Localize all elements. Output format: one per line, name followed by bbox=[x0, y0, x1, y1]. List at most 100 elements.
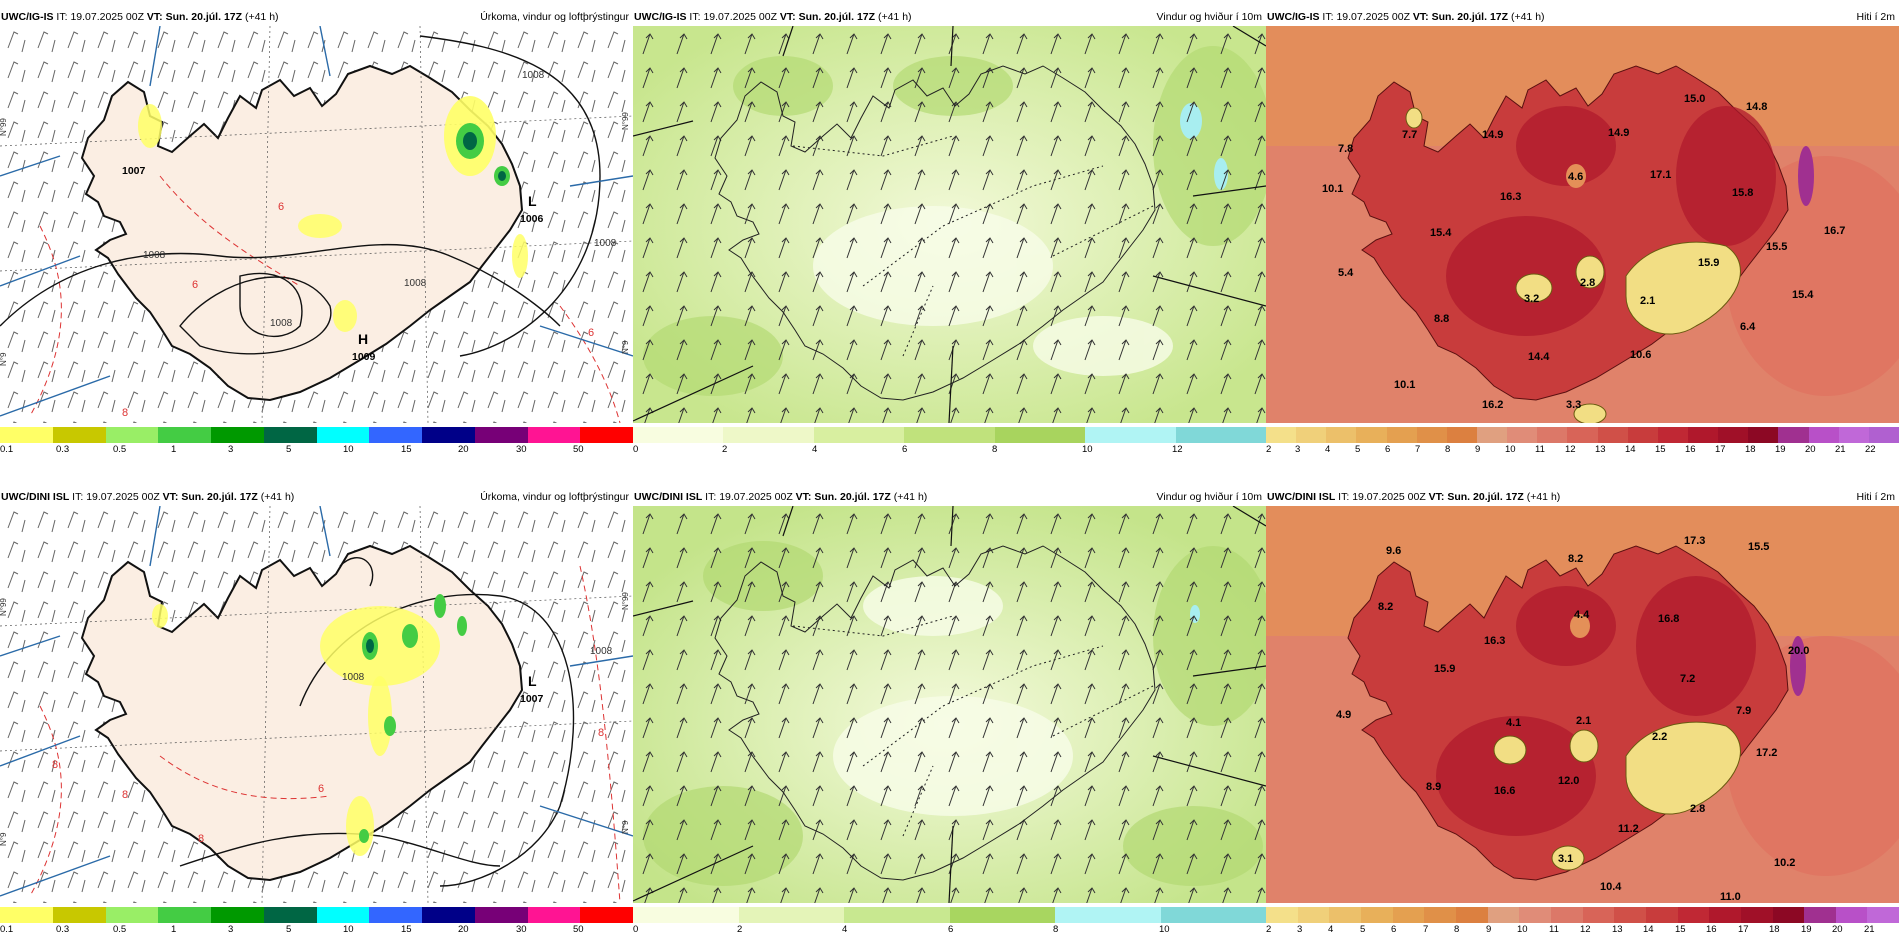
colorbar-swatch bbox=[1645, 907, 1678, 923]
colorbar-label: 10 bbox=[343, 444, 354, 455]
colorbar-swatch bbox=[738, 907, 844, 923]
isobar-label: 1008 bbox=[342, 672, 365, 683]
colorbar-swatch bbox=[527, 427, 581, 443]
vt-label: VT: bbox=[1412, 11, 1429, 23]
colorbar-swatch bbox=[1416, 427, 1447, 443]
colorbar-label: 12 bbox=[1172, 444, 1183, 455]
panel-title: Hiti í 2m bbox=[1856, 11, 1895, 23]
temperature-label: 12.0 bbox=[1558, 775, 1579, 787]
colorbar-label: 16 bbox=[1706, 924, 1717, 935]
temperature-label: 4.4 bbox=[1574, 609, 1590, 621]
init-time: 19.07.2025 00Z bbox=[1336, 11, 1410, 23]
model-name: UWC/IG-IS bbox=[1267, 11, 1320, 23]
temperature-label: 10.2 bbox=[1774, 857, 1795, 869]
colorbar-swatch bbox=[1266, 427, 1297, 443]
colorbar-swatch bbox=[1597, 427, 1628, 443]
temperature-label: 15.5 bbox=[1766, 241, 1787, 253]
colorbar-swatch bbox=[1386, 427, 1417, 443]
colorbar-label: 5 bbox=[1360, 924, 1366, 935]
lat-label: N°9 bbox=[0, 352, 8, 366]
panel-header: UWC/DINI ISL IT: 19.07.2025 00Z VT: Sun.… bbox=[0, 489, 633, 505]
vt-label: VT: bbox=[146, 11, 163, 23]
temperature-colorbar bbox=[1266, 907, 1900, 923]
isotherm-label: 8 bbox=[122, 407, 128, 419]
temperature-colorbar-labels: 2 3 4 5 6 7 8 9 10 11 12 13 14 15 16 17 … bbox=[1266, 924, 1899, 936]
model-name: UWC/DINI ISL bbox=[1267, 491, 1336, 503]
colorbar-swatch bbox=[369, 907, 422, 923]
colorbar-label: 6 bbox=[948, 924, 954, 935]
colorbar-swatch bbox=[1055, 907, 1161, 923]
temperature-label: 8.8 bbox=[1434, 313, 1449, 325]
valid-time: Sun. 20.júl. 17Z bbox=[1431, 11, 1509, 23]
colorbar-label: 4 bbox=[842, 924, 848, 935]
colorbar-swatch bbox=[1392, 907, 1425, 923]
colorbar-swatch bbox=[1356, 427, 1387, 443]
colorbar-label: 0.3 bbox=[56, 924, 70, 935]
colorbar-label: 18 bbox=[1745, 444, 1756, 455]
colorbar-swatch bbox=[1297, 907, 1330, 923]
wind-map-canvas bbox=[633, 506, 1266, 903]
precip-map-canvas: L 1007 1008 1008 8 8 8 6 8 N°99 N°99 N°9… bbox=[0, 506, 633, 903]
colorbar-swatch bbox=[422, 907, 475, 923]
colorbar-swatch bbox=[1657, 427, 1688, 443]
lat-label: N°99 bbox=[0, 118, 8, 136]
valid-time: Sun. 20.júl. 17Z bbox=[814, 491, 891, 503]
wind-map-canvas bbox=[633, 26, 1266, 423]
precip-map: L 1006 H 1009 1007 1008 1008 1008 1008 1… bbox=[0, 26, 633, 423]
panel-header: UWC/IG-IS IT: 19.07.2025 00Z VT: Sun. 20… bbox=[633, 9, 1266, 25]
temperature-label: 17.2 bbox=[1756, 747, 1777, 759]
colorbar-label: 21 bbox=[1864, 924, 1875, 935]
colorbar-label: 0.1 bbox=[0, 444, 14, 455]
panel-precip-dini: UWC/DINI ISL IT: 19.07.2025 00Z VT: Sun.… bbox=[0, 489, 633, 949]
init-time: 19.07.2025 00Z bbox=[703, 11, 777, 23]
colorbar-swatch bbox=[1519, 907, 1551, 923]
wind-colorbar-labels: 0 2 4 6 8 10 bbox=[633, 924, 1266, 936]
colorbar-label: 2 bbox=[737, 924, 743, 935]
it-label: IT: bbox=[689, 11, 701, 23]
colorbar-swatch bbox=[1296, 427, 1327, 443]
colorbar-label: 10 bbox=[1082, 444, 1093, 455]
panel-title: Hiti í 2m bbox=[1856, 491, 1895, 503]
lead-time: (+41 h) bbox=[244, 11, 279, 23]
isotherm-label: 8 bbox=[598, 727, 604, 739]
temperature-label: 3.2 bbox=[1524, 293, 1539, 305]
colorbar-swatch bbox=[0, 427, 53, 443]
second-low-value: 1007 bbox=[122, 165, 146, 177]
temperature-label: 2.1 bbox=[1576, 715, 1591, 727]
temperature-label: 14.9 bbox=[1608, 127, 1629, 139]
colorbar-label: 4 bbox=[812, 444, 818, 455]
valid-time: Sun. 20.júl. 17Z bbox=[1447, 491, 1524, 503]
colorbar-label: 12 bbox=[1580, 924, 1591, 935]
wind-colorbar-labels: 0 2 4 6 8 10 12 bbox=[633, 444, 1266, 456]
colorbar-swatch bbox=[1266, 907, 1298, 923]
colorbar-swatch bbox=[1740, 907, 1773, 923]
temperature-label: 2.8 bbox=[1580, 277, 1595, 289]
lat-label: N°9 bbox=[0, 832, 8, 846]
colorbar-swatch bbox=[1867, 907, 1900, 923]
colorbar-swatch bbox=[158, 907, 211, 923]
colorbar-swatch bbox=[1772, 907, 1805, 923]
precip-colorbar-labels: 0.1 0.3 0.5 1 3 5 10 15 20 30 50 bbox=[0, 924, 633, 936]
isotherm-label: 6 bbox=[192, 279, 198, 291]
model-name: UWC/IG-IS bbox=[634, 11, 687, 23]
colorbar-label: 6 bbox=[902, 444, 908, 455]
colorbar-label: 8 bbox=[1454, 924, 1460, 935]
colorbar-label: 7 bbox=[1415, 444, 1421, 455]
colorbar-swatch bbox=[1627, 427, 1658, 443]
temperature-label: 10.1 bbox=[1394, 379, 1415, 391]
colorbar-swatch bbox=[474, 427, 528, 443]
precip-map: L 1007 1008 1008 8 8 8 6 8 N°99 N°99 N°9… bbox=[0, 506, 633, 903]
model-name: UWC/DINI ISL bbox=[634, 491, 703, 503]
colorbar-swatch bbox=[527, 907, 581, 923]
panel-wind-dini: UWC/DINI ISL IT: 19.07.2025 00Z VT: Sun.… bbox=[633, 489, 1266, 949]
init-time: 19.07.2025 00Z bbox=[70, 11, 144, 23]
temperature-label: 11.2 bbox=[1618, 823, 1639, 835]
colorbar-label: 5 bbox=[1355, 444, 1361, 455]
colorbar-swatch bbox=[1160, 907, 1266, 923]
temperature-label: 7.8 bbox=[1338, 143, 1353, 155]
colorbar-swatch bbox=[316, 907, 370, 923]
colorbar-swatch bbox=[994, 427, 1086, 443]
lead-time: (+41 h) bbox=[893, 491, 928, 503]
isotherm-label: 6 bbox=[278, 201, 284, 213]
colorbar-label: 2 bbox=[1266, 444, 1272, 455]
